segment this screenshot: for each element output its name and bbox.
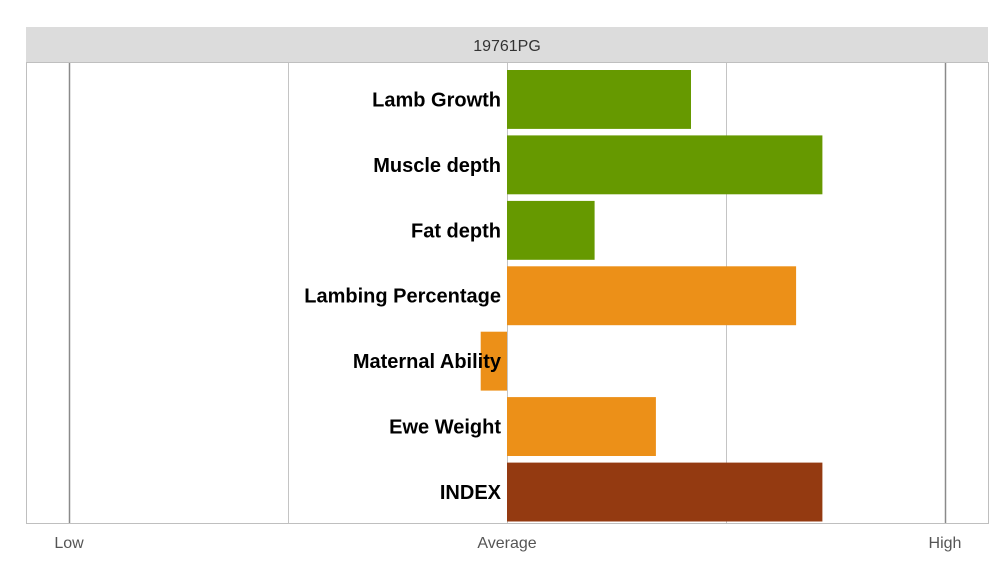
category-label: INDEX xyxy=(440,482,502,504)
bars xyxy=(480,70,823,522)
category-label: Lambing Percentage xyxy=(304,286,501,308)
category-label: Muscle depth xyxy=(373,155,501,177)
x-tick-labels: Low Average High xyxy=(54,535,961,552)
x-tick-label: Average xyxy=(477,535,536,552)
bar xyxy=(507,200,595,260)
category-labels: Lamb Growth Muscle depth Fat depth Lambing … xyxy=(304,89,502,504)
x-tick-label: High xyxy=(929,535,962,552)
bar xyxy=(507,135,823,195)
bar xyxy=(507,397,656,456)
category-label: Fat depth xyxy=(411,220,501,242)
category-label: Maternal Ability xyxy=(353,351,502,373)
chart-title: 19761PG xyxy=(473,38,541,55)
category-label: Ewe Weight xyxy=(389,417,501,439)
bar xyxy=(480,331,507,391)
bar xyxy=(507,462,823,522)
bar xyxy=(507,70,691,129)
title-bar xyxy=(26,27,988,62)
category-label: Lamb Growth xyxy=(372,89,501,111)
bar xyxy=(507,266,797,326)
x-tick-label: Low xyxy=(54,535,84,552)
